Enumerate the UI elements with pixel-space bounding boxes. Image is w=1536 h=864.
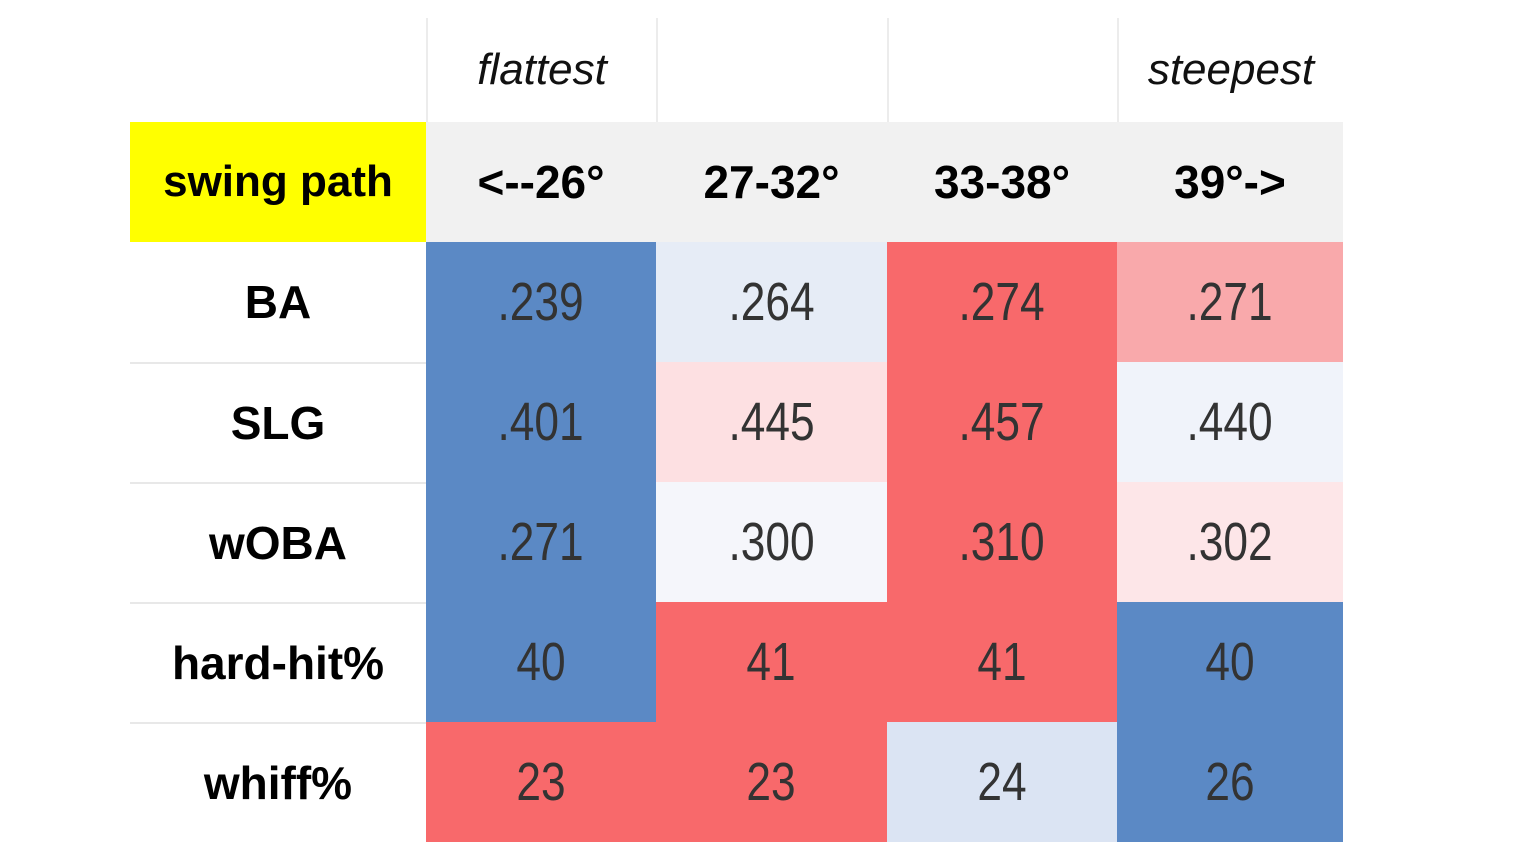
- value-cell: 40: [426, 602, 656, 722]
- descriptor-row: flattest steepest: [130, 18, 1343, 122]
- value-text: 23: [746, 752, 797, 812]
- value-cell: 24: [887, 722, 1117, 842]
- corner-blank: [130, 18, 426, 122]
- value-text: 23: [516, 752, 566, 812]
- table-row: hard-hit% 40 41 41 40: [130, 602, 1343, 722]
- row-label: hard-hit%: [130, 602, 426, 722]
- value-text: 24: [977, 752, 1027, 812]
- value-cell: .401: [426, 362, 656, 482]
- value-text: 41: [746, 632, 797, 692]
- value-text: .300: [728, 512, 815, 572]
- value-cell: .440: [1117, 362, 1343, 482]
- table-row: SLG .401 .445 .457 .440: [130, 362, 1343, 482]
- value-cell: .300: [656, 482, 887, 602]
- descriptor-col-4: steepest: [1117, 18, 1343, 122]
- value-text: .440: [1186, 392, 1274, 452]
- value-cell: 23: [426, 722, 656, 842]
- value-cell: .445: [656, 362, 887, 482]
- value-cell: .239: [426, 242, 656, 362]
- row-label: BA: [244, 276, 312, 328]
- swing-path-table: flattest steepest swing path <--26° 27-3…: [130, 18, 1343, 842]
- value-cell: 23: [656, 722, 887, 842]
- row-label: whiff%: [130, 722, 426, 842]
- column-header: <--26°: [477, 156, 605, 208]
- value-cell: .310: [887, 482, 1117, 602]
- row-label: SLG: [130, 362, 426, 482]
- value-cell: 26: [1117, 722, 1343, 842]
- value-cell: .457: [887, 362, 1117, 482]
- value-text: .271: [1186, 272, 1274, 332]
- value-cell: .274: [887, 242, 1117, 362]
- value-text: .274: [958, 272, 1046, 332]
- column-header: 39°->: [1174, 156, 1286, 208]
- table-row: wOBA .271 .300 .310 .302: [130, 482, 1343, 602]
- column-header: 33-38°: [933, 156, 1071, 208]
- value-text: 40: [516, 632, 566, 692]
- value-cell: .271: [1117, 242, 1343, 362]
- value-text: 26: [1205, 752, 1255, 812]
- value-cell: .264: [656, 242, 887, 362]
- descriptor-col-3: [887, 18, 1117, 122]
- value-cell: .271: [426, 482, 656, 602]
- value-text: .457: [958, 392, 1046, 452]
- value-text: .302: [1186, 512, 1274, 572]
- value-text: 41: [977, 632, 1027, 692]
- table-row: BA .239 .264 .274 .271: [130, 242, 1343, 362]
- value-text: .445: [728, 392, 815, 452]
- value-cell: .302: [1117, 482, 1343, 602]
- value-text: .401: [497, 392, 585, 452]
- table-body: BA .239 .264 .274 .271 SLG .401 .445 .457 .440 wOB…: [130, 242, 1343, 842]
- value-cell: 41: [656, 602, 887, 722]
- value-cell: 41: [887, 602, 1117, 722]
- column-header: 27-32°: [703, 156, 840, 208]
- row-label: wOBA: [130, 482, 426, 602]
- value-text: .239: [497, 272, 585, 332]
- value-cell: 40: [1117, 602, 1343, 722]
- corner-label: swing path: [130, 122, 426, 242]
- descriptor-col-2: [656, 18, 887, 122]
- value-text: .310: [958, 512, 1046, 572]
- value-text: 40: [1205, 632, 1255, 692]
- table-row: whiff% 23 23 24 26: [130, 722, 1343, 842]
- value-text: .264: [728, 272, 815, 332]
- value-text: .271: [497, 512, 585, 572]
- descriptor-col-1: flattest: [426, 18, 656, 122]
- header-row: swing path <--26° 27-32° 33-38° 39°->: [130, 122, 1343, 242]
